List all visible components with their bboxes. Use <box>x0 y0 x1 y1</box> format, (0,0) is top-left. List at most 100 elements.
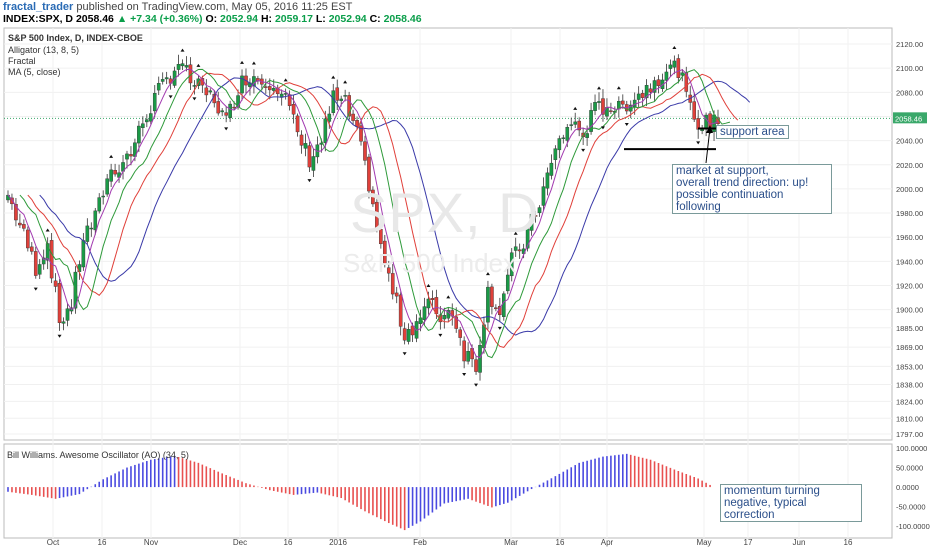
candle-body <box>565 127 570 141</box>
legend-fractal[interactable]: Fractal <box>8 56 36 66</box>
ao-tick-label: 0.0000 <box>896 483 919 492</box>
y-tick-label: 1824.00 <box>896 397 923 406</box>
candle-body <box>442 315 447 320</box>
candle-body <box>375 201 379 230</box>
fractal-up-arrow <box>616 86 621 90</box>
candle-body <box>676 58 681 78</box>
annotation-momentum: momentum turning negative, typical corre… <box>720 484 862 522</box>
candle-body <box>577 120 581 131</box>
fractal-up-arrow <box>109 154 114 158</box>
fractal-up-arrow <box>240 60 245 64</box>
candles <box>6 54 720 381</box>
fractal-down-arrow <box>57 334 62 338</box>
candle-body <box>363 141 367 161</box>
fractal-down-arrow <box>474 383 479 387</box>
fractal-down-arrow <box>497 326 502 330</box>
candle-body <box>402 328 407 341</box>
candle-body <box>37 264 42 275</box>
ao-tick-label: -100.0000 <box>896 522 930 531</box>
candle-body <box>672 60 677 68</box>
x-tick-label: Dec <box>233 538 247 547</box>
candle-body <box>164 77 169 80</box>
candle-body <box>180 63 185 67</box>
candle-body <box>295 115 300 133</box>
y-tick-label: 1960.00 <box>896 233 923 242</box>
x-tick-label: 16 <box>844 538 853 547</box>
x-tick-label: Nov <box>144 538 158 547</box>
pointer-arrow-shaft <box>705 127 711 164</box>
legend-ma[interactable]: MA (5, close) <box>8 67 61 77</box>
ma5-line <box>7 68 719 359</box>
candle-body <box>291 104 296 115</box>
y-tick-label: 1838.00 <box>896 381 923 390</box>
candle-body <box>160 79 165 82</box>
publish-line: fractal_trader published on TradingView.… <box>3 1 352 13</box>
candle-body <box>466 351 470 362</box>
candle-body <box>57 282 62 323</box>
candle-body <box>29 246 34 252</box>
candle-body <box>299 134 304 146</box>
x-tick-label: Jun <box>793 538 806 547</box>
ao-tick-label: 100.0000 <box>896 444 927 453</box>
legend-alligator[interactable]: Alligator (13, 8, 5) <box>8 45 80 55</box>
candle-body <box>347 95 351 117</box>
candle-body <box>652 80 657 93</box>
candle-body <box>450 310 455 317</box>
y-tick-label: 2020.00 <box>896 161 923 170</box>
candle-body <box>609 110 613 112</box>
candle-body <box>307 145 312 168</box>
y-tick-label: 2100.00 <box>896 64 923 73</box>
candle-body <box>192 85 197 87</box>
last-price-label: 2058.46 <box>895 114 922 123</box>
legend-series-title: S&P 500 Index, D, INDEX-CBOE <box>8 33 143 43</box>
candle-body <box>267 86 272 91</box>
candle-body <box>283 93 288 95</box>
candle-body <box>311 156 316 171</box>
candle-body <box>343 95 347 97</box>
candle-body <box>148 113 153 122</box>
candle-body <box>656 79 661 87</box>
x-tick-label: 16 <box>556 538 565 547</box>
annotation-momentum-line: negative, typical correction <box>724 497 807 521</box>
y-tick-label: 2120.00 <box>896 40 923 49</box>
candle-body <box>505 274 510 292</box>
candle-body <box>573 121 578 125</box>
high-label: H: <box>260 13 273 25</box>
open-value: 2052.94 <box>220 13 259 25</box>
candle-body <box>593 102 597 111</box>
candle-body <box>486 286 490 323</box>
candle-body <box>553 148 558 160</box>
candle-body <box>398 294 403 327</box>
y-tick-label: 1885.00 <box>896 324 923 333</box>
author-link[interactable]: fractal_trader <box>3 1 74 13</box>
candle-body <box>390 273 395 295</box>
candle-body <box>10 197 14 205</box>
candle-body <box>89 227 94 230</box>
x-tick-label: Apr <box>601 538 614 547</box>
candle-body <box>494 307 498 309</box>
ao-bars <box>7 453 711 531</box>
fractal-down-arrow <box>307 179 312 183</box>
y-tick-label: 1900.00 <box>896 306 923 315</box>
candle-body <box>664 71 669 81</box>
y-tick-label: 1853.00 <box>896 362 923 371</box>
fractal-down-arrow <box>224 127 229 131</box>
high-value: 2059.17 <box>274 13 313 25</box>
watermark-symbol: SPX, D <box>350 181 540 244</box>
y-tick-label: 1980.00 <box>896 209 923 218</box>
candle-body <box>125 153 129 160</box>
close-value: 2058.46 <box>383 13 422 25</box>
candle-body <box>53 280 58 287</box>
candle-body <box>406 329 411 342</box>
fractal-up-arrow <box>426 283 431 287</box>
candle-body <box>303 143 308 149</box>
fractal-down-arrow <box>600 126 605 130</box>
candle-body <box>14 204 18 221</box>
candle-body <box>430 298 435 300</box>
candle-body <box>61 321 66 324</box>
candle-body <box>323 118 328 143</box>
candle-body <box>529 213 534 231</box>
candle-body <box>93 210 98 231</box>
candle-body <box>176 64 181 70</box>
